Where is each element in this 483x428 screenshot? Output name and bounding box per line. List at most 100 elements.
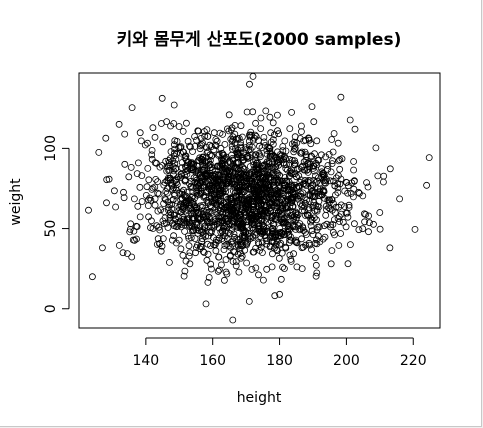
data-point: [187, 197, 195, 204]
data-point: [286, 125, 294, 133]
data-point: [102, 134, 110, 142]
data-point: [186, 249, 194, 257]
data-point: [219, 177, 227, 185]
data-point: [192, 226, 200, 234]
data-point: [258, 169, 266, 177]
data-point: [328, 206, 336, 214]
x-tick-label: 220: [400, 353, 427, 369]
data-point: [195, 187, 203, 195]
data-point: [269, 136, 277, 144]
data-point: [228, 165, 236, 173]
data-point: [256, 228, 264, 236]
data-point: [205, 213, 213, 221]
data-point: [170, 190, 178, 198]
data-point: [252, 151, 260, 159]
data-point: [328, 196, 335, 203]
data-point: [159, 235, 167, 243]
data-point: [233, 223, 241, 231]
data-point: [329, 148, 337, 156]
data-point: [359, 192, 367, 200]
data-point: [277, 275, 285, 283]
data-point: [221, 140, 229, 148]
data-point: [386, 165, 394, 173]
data-point: [269, 221, 277, 228]
data-point: [194, 215, 202, 222]
data-point: [259, 193, 267, 200]
data-point: [238, 133, 246, 141]
data-point: [302, 153, 310, 161]
data-point: [336, 165, 344, 173]
data-point: [210, 129, 218, 137]
data-point: [280, 265, 288, 273]
data-point: [210, 146, 218, 154]
data-point: [221, 161, 229, 169]
data-point: [277, 239, 285, 247]
data-point: [350, 177, 358, 185]
data-point: [136, 129, 144, 137]
data-point: [328, 247, 336, 255]
data-point: [301, 177, 309, 184]
data-point: [350, 185, 358, 193]
data-point: [301, 148, 309, 156]
data-point: [271, 292, 279, 300]
data-point: [318, 168, 326, 176]
data-point: [243, 259, 251, 267]
data-point: [220, 205, 227, 213]
data-point: [282, 244, 290, 252]
data-point: [268, 214, 275, 222]
data-point: [203, 126, 211, 134]
data-point: [158, 162, 166, 169]
data-point: [256, 206, 264, 214]
points-layer: [85, 73, 433, 324]
data-point: [177, 245, 185, 253]
data-point: [327, 168, 335, 176]
data-point: [250, 192, 258, 200]
data-point: [334, 215, 342, 223]
data-point: [174, 222, 182, 230]
data-point: [199, 210, 207, 218]
data-point: [311, 254, 319, 262]
data-point: [276, 241, 284, 249]
data-point: [279, 143, 287, 150]
data-point: [283, 178, 291, 186]
data-point: [180, 272, 188, 280]
data-point: [175, 207, 183, 215]
data-point: [310, 118, 318, 126]
data-point: [271, 229, 279, 237]
data-point: [327, 221, 335, 229]
x-tick-label: 180: [266, 353, 293, 369]
data-point: [222, 222, 230, 230]
data-point: [119, 249, 127, 257]
data-point: [220, 237, 228, 245]
data-point: [170, 101, 178, 109]
data-point: [237, 213, 245, 221]
data-point: [182, 164, 190, 172]
data-point: [425, 154, 433, 162]
data-point: [138, 172, 146, 180]
data-point: [374, 172, 382, 180]
data-point: [364, 183, 372, 191]
data-point: [184, 197, 192, 205]
data-point: [130, 195, 138, 203]
data-point: [170, 152, 178, 160]
data-point: [226, 252, 234, 260]
data-point: [144, 164, 152, 172]
data-point: [185, 242, 193, 250]
data-point: [208, 218, 216, 226]
data-point: [252, 228, 260, 236]
data-point: [307, 218, 315, 226]
data-point: [136, 183, 144, 191]
chart-title: 키와 몸무게 산포도(2000 samples): [117, 30, 402, 50]
data-point: [245, 297, 253, 305]
data-point: [330, 130, 338, 137]
data-point: [260, 133, 268, 141]
data-point: [245, 195, 253, 203]
data-point: [267, 129, 275, 137]
data-point: [396, 195, 404, 203]
data-point: [345, 201, 353, 209]
data-point: [258, 239, 266, 247]
data-point: [170, 232, 178, 240]
data-point: [313, 216, 320, 224]
data-point: [288, 109, 296, 116]
data-point: [248, 224, 256, 231]
